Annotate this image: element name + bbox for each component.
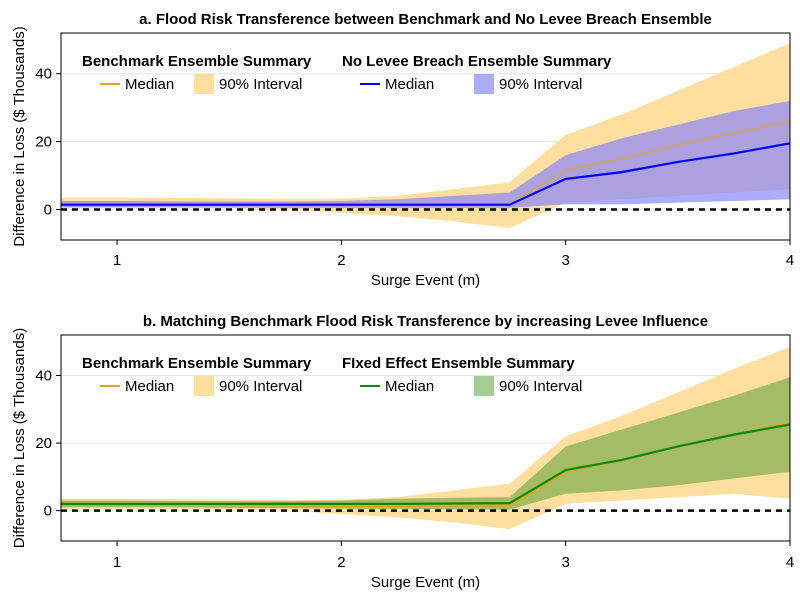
- median-line-series-1: [61, 142, 791, 206]
- legend-median-label: Median: [385, 76, 434, 93]
- x-axis-label: Surge Event (m): [371, 272, 480, 289]
- median-line-series-1: [61, 423, 791, 505]
- y-tick-label: 20: [35, 134, 52, 151]
- legend-interval-label: 90% Interval: [219, 76, 302, 93]
- x-tick-label: 3: [562, 554, 570, 571]
- legend-median-label: Median: [125, 378, 174, 395]
- x-tick-label: 1: [113, 252, 121, 269]
- legend-interval-swatch: [474, 74, 494, 94]
- legend-interval-label: 90% Interval: [219, 378, 302, 395]
- x-tick-label: 4: [786, 252, 794, 269]
- chart-title: a. Flood Risk Transference between Bench…: [139, 11, 712, 28]
- legend-interval-swatch: [474, 376, 494, 396]
- x-tick-label: 2: [337, 554, 345, 571]
- legend-median-label: Median: [125, 76, 174, 93]
- legend-title: FIxed Effect Ensemble Summary: [342, 355, 575, 372]
- x-tick-label: 1: [113, 554, 121, 571]
- legend-title: Benchmark Ensemble Summary: [82, 53, 312, 70]
- y-axis-label: Difference in Loss ($ Thousands): [11, 328, 28, 548]
- legend-title: Benchmark Ensemble Summary: [82, 355, 312, 372]
- legend-interval-swatch: [194, 376, 214, 396]
- legend-interval-swatch: [194, 74, 214, 94]
- chart-title: b. Matching Benchmark Flood Risk Transfe…: [143, 313, 708, 330]
- legend-interval-label: 90% Interval: [499, 378, 582, 395]
- plot-frame: [60, 334, 791, 542]
- x-tick-label: 2: [337, 252, 345, 269]
- y-tick-label: 0: [44, 201, 52, 218]
- legend-median-label: Median: [385, 378, 434, 395]
- plot-frame: [60, 32, 791, 241]
- y-axis-label: Difference in Loss ($ Thousands): [11, 26, 28, 246]
- y-tick-label: 20: [35, 435, 52, 452]
- legend-title: No Levee Breach Ensemble Summary: [342, 53, 612, 70]
- y-tick-label: 0: [44, 503, 52, 520]
- interval-band-series-1: [61, 100, 790, 208]
- x-axis-label: Surge Event (m): [371, 574, 480, 591]
- x-tick-label: 4: [786, 554, 794, 571]
- panel-a: a. Flood Risk Transference between Bench…: [11, 11, 794, 289]
- y-tick-label: 40: [35, 368, 52, 385]
- legend-interval-label: 90% Interval: [499, 76, 582, 93]
- y-tick-label: 40: [35, 66, 52, 83]
- x-tick-label: 3: [562, 252, 570, 269]
- interval-band-series-1: [61, 377, 790, 510]
- panel-b: b. Matching Benchmark Flood Risk Transfe…: [11, 313, 794, 591]
